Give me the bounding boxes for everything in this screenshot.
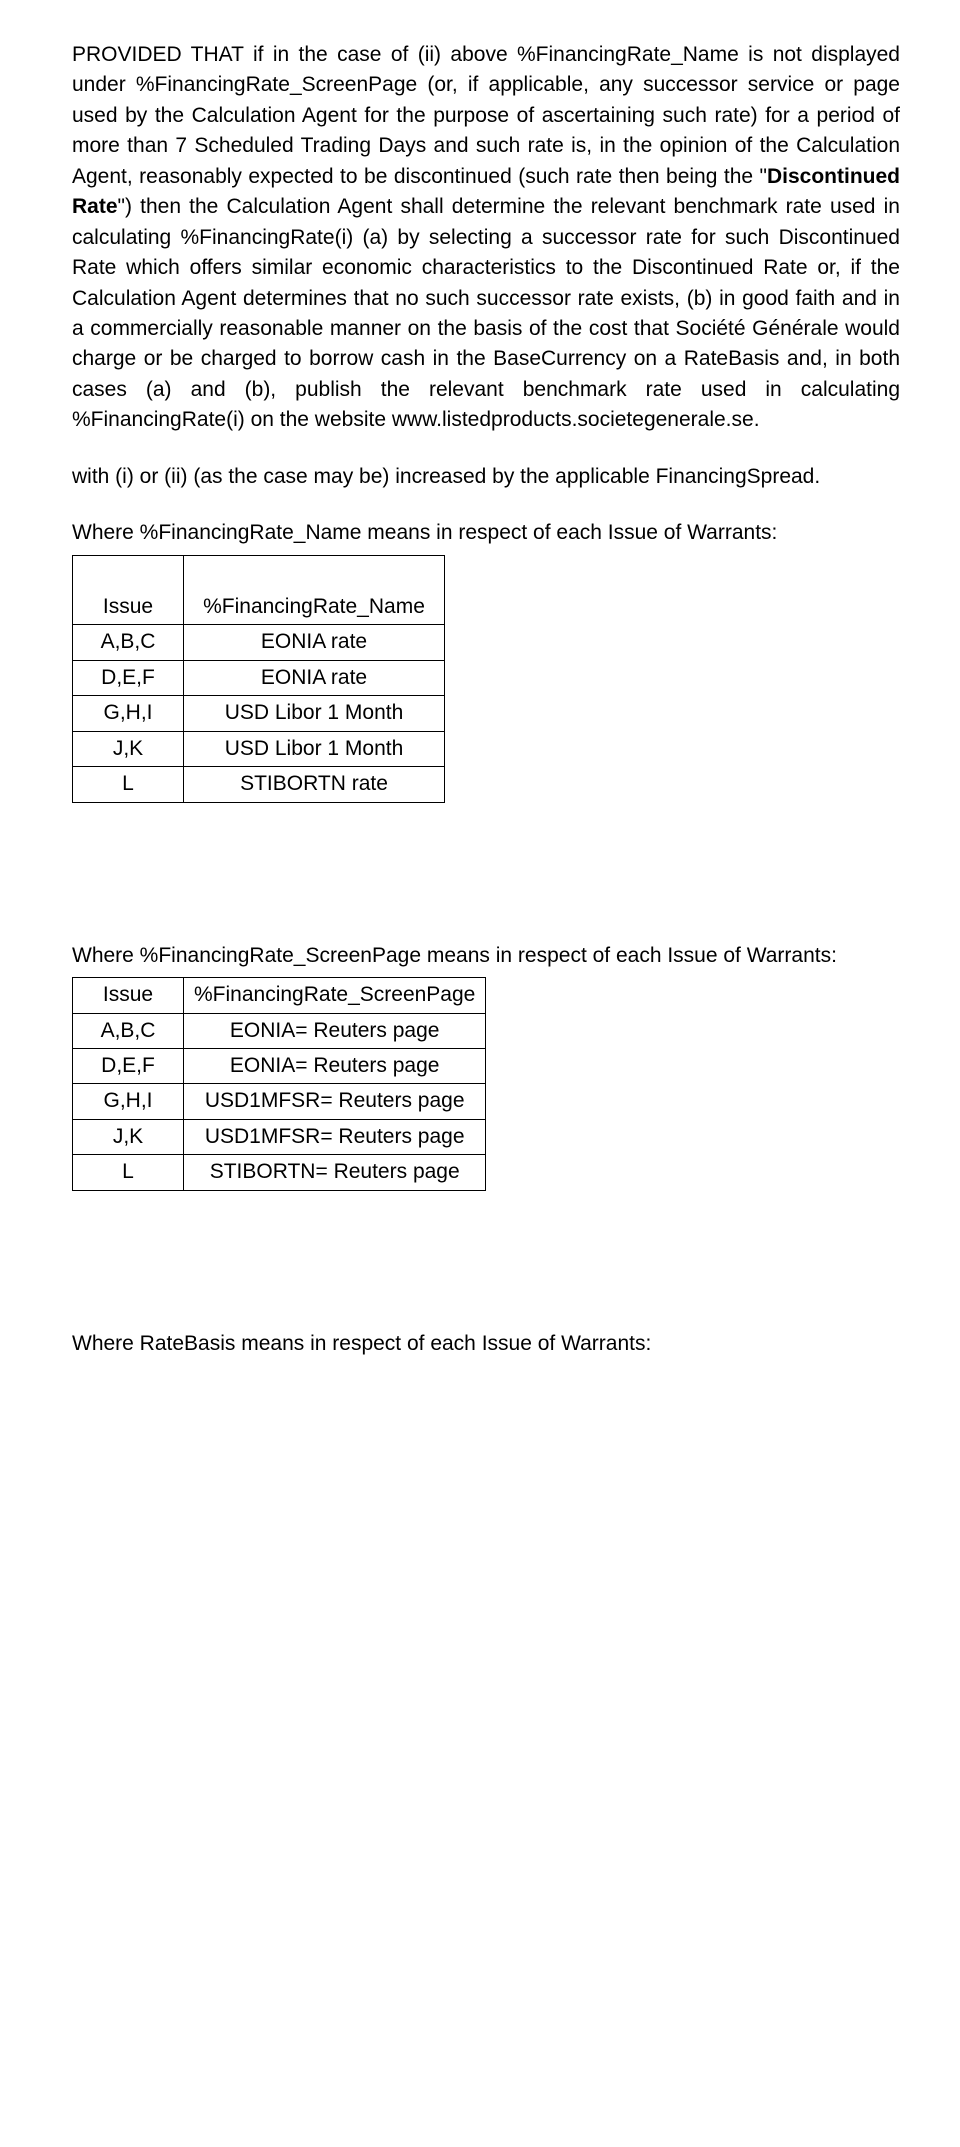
table-cell: G,H,I: [73, 696, 184, 731]
table-row: D,E,FEONIA= Reuters page: [73, 1048, 486, 1083]
table-row: J,KUSD1MFSR= Reuters page: [73, 1119, 486, 1154]
table-row: [73, 555, 445, 590]
table-cell: L: [73, 767, 184, 802]
table-header-row: Issue %FinancingRate_Name: [73, 590, 445, 625]
paragraph-2: with (i) or (ii) (as the case may be) in…: [72, 462, 900, 492]
table-row: G,H,IUSD Libor 1 Month: [73, 696, 445, 731]
paragraph-4: Where %FinancingRate_ScreenPage means in…: [72, 941, 900, 971]
financing-rate-screenpage-table: Issue %FinancingRate_ScreenPage A,B,CEON…: [72, 977, 486, 1191]
table-header-row: Issue %FinancingRate_ScreenPage: [73, 978, 486, 1013]
table-cell: EONIA= Reuters page: [184, 1013, 486, 1048]
table-cell: L: [73, 1155, 184, 1190]
table-cell: USD Libor 1 Month: [184, 696, 445, 731]
table-cell: D,E,F: [73, 660, 184, 695]
financing-rate-name-table: Issue %FinancingRate_Name A,B,CEONIA rat…: [72, 555, 445, 803]
paragraph-5: Where RateBasis means in respect of each…: [72, 1329, 900, 1359]
table-row: LSTIBORTN rate: [73, 767, 445, 802]
table-cell: A,B,C: [73, 1013, 184, 1048]
table-cell: EONIA rate: [184, 660, 445, 695]
table-cell: A,B,C: [73, 625, 184, 660]
table-cell: EONIA rate: [184, 625, 445, 660]
table-cell: STIBORTN= Reuters page: [184, 1155, 486, 1190]
table-cell: D,E,F: [73, 1048, 184, 1083]
table-row: G,H,IUSD1MFSR= Reuters page: [73, 1084, 486, 1119]
table-cell: EONIA= Reuters page: [184, 1048, 486, 1083]
paragraph-3: Where %FinancingRate_Name means in respe…: [72, 518, 900, 548]
table-header-cell: Issue: [73, 978, 184, 1013]
table-header-cell: %FinancingRate_Name: [184, 590, 445, 625]
table-cell: USD Libor 1 Month: [184, 731, 445, 766]
table-cell: J,K: [73, 731, 184, 766]
paragraph-1: PROVIDED THAT if in the case of (ii) abo…: [72, 40, 900, 436]
table-row: LSTIBORTN= Reuters page: [73, 1155, 486, 1190]
table-header-cell: Issue: [73, 590, 184, 625]
table-row: A,B,CEONIA= Reuters page: [73, 1013, 486, 1048]
table-cell: G,H,I: [73, 1084, 184, 1119]
table-header-cell: %FinancingRate_ScreenPage: [184, 978, 486, 1013]
table-cell: J,K: [73, 1119, 184, 1154]
table-row: A,B,CEONIA rate: [73, 625, 445, 660]
table-cell: USD1MFSR= Reuters page: [184, 1084, 486, 1119]
table-row: J,KUSD Libor 1 Month: [73, 731, 445, 766]
table-cell: STIBORTN rate: [184, 767, 445, 802]
table-row: D,E,FEONIA rate: [73, 660, 445, 695]
paragraph-1-text-b: ") then the Calculation Agent shall dete…: [72, 195, 900, 431]
table-cell: USD1MFSR= Reuters page: [184, 1119, 486, 1154]
